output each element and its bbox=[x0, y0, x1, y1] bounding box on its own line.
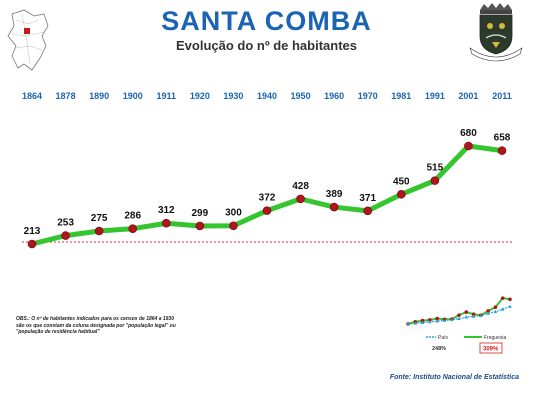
inset-pais-point bbox=[508, 304, 512, 308]
x-tick-label: 1940 bbox=[257, 91, 277, 101]
inset-point bbox=[500, 296, 505, 300]
inset-pais-point bbox=[428, 320, 432, 324]
data-label: 680 bbox=[460, 128, 477, 139]
page-title: SANTA COMBA bbox=[161, 6, 372, 36]
data-point bbox=[229, 221, 238, 231]
data-point bbox=[464, 141, 473, 151]
x-tick-label: 2001 bbox=[458, 91, 478, 101]
inset-pais-point bbox=[406, 322, 410, 326]
inset-pais-point bbox=[479, 313, 483, 318]
x-tick-label: 1930 bbox=[223, 91, 243, 101]
data-label: 253 bbox=[57, 218, 74, 229]
data-point bbox=[61, 231, 70, 240]
inset-point bbox=[508, 297, 512, 302]
data-point bbox=[262, 206, 272, 215]
x-tick-label: 1900 bbox=[123, 91, 143, 101]
freguesia-value-box bbox=[479, 342, 503, 354]
data-point bbox=[94, 226, 104, 236]
inset-point bbox=[420, 318, 425, 323]
data-label: 371 bbox=[359, 193, 376, 204]
data-point bbox=[329, 202, 339, 212]
data-label: 389 bbox=[326, 189, 343, 200]
data-label: 299 bbox=[192, 208, 209, 219]
x-tick-label: 1864 bbox=[22, 91, 42, 101]
inset-point bbox=[428, 318, 432, 322]
data-label: 275 bbox=[91, 213, 108, 224]
data-point bbox=[195, 221, 205, 231]
inset-point bbox=[464, 310, 469, 314]
x-tick-label: 1911 bbox=[157, 91, 177, 101]
data-point bbox=[161, 218, 171, 228]
data-point bbox=[497, 146, 507, 155]
inset-pais-point bbox=[464, 315, 469, 319]
inset-pais-point bbox=[486, 311, 490, 315]
inset-points bbox=[406, 296, 512, 326]
data-label: 515 bbox=[427, 163, 444, 174]
x-tick-label: 2011 bbox=[492, 91, 512, 101]
data-label: 372 bbox=[259, 193, 276, 204]
inset-pais-point bbox=[500, 307, 505, 311]
data-label: 312 bbox=[158, 205, 175, 216]
source-note: Fonte: Instituto Nacional de Estatística bbox=[389, 374, 519, 381]
x-tick-label: 1991 bbox=[425, 91, 445, 101]
data-point bbox=[363, 206, 373, 216]
data-label: 428 bbox=[292, 181, 309, 192]
data-labels: 213 253 275 286 312 299 300 372 428 389 371 450 515 6… bbox=[24, 128, 511, 237]
legend-pais-label: País bbox=[438, 335, 449, 341]
inset-pais-point bbox=[420, 320, 425, 324]
inset-pais-point bbox=[471, 314, 476, 318]
locator-map-icon bbox=[7, 9, 49, 71]
x-tick-label: 1878 bbox=[56, 91, 76, 101]
legend-freguesia-label: Freguesia bbox=[484, 335, 506, 341]
data-point bbox=[128, 224, 138, 233]
x-tick-label: 1960 bbox=[324, 91, 344, 101]
inset-pais-point bbox=[442, 318, 447, 322]
x-tick-label: 1950 bbox=[291, 91, 311, 101]
data-points bbox=[27, 141, 507, 249]
data-point bbox=[27, 239, 37, 249]
inset-pais-point bbox=[449, 317, 454, 322]
data-label: 286 bbox=[124, 211, 141, 222]
inset-pais-point bbox=[457, 316, 461, 320]
inset-point bbox=[471, 312, 476, 316]
inset-point bbox=[486, 309, 490, 313]
legend-pais-value: 248% bbox=[432, 346, 446, 352]
page-subtitle: Evolução do nº de habitantes bbox=[176, 38, 357, 53]
data-label: 450 bbox=[393, 176, 410, 187]
inset-point bbox=[457, 313, 461, 317]
data-label: 213 bbox=[24, 226, 41, 237]
x-tick-label: 1890 bbox=[89, 91, 109, 101]
data-point bbox=[396, 189, 406, 199]
observation-note: OBS.: O nº de habitantes indicados para … bbox=[16, 316, 176, 335]
inset-point bbox=[435, 316, 439, 321]
inset-pais-point bbox=[493, 309, 498, 313]
x-tick-label: 1970 bbox=[358, 91, 378, 101]
inset-pais-point bbox=[435, 319, 439, 323]
data-point bbox=[296, 194, 305, 204]
x-tick-label: 1920 bbox=[190, 91, 210, 101]
inset-chart: País Freguesia 248% 309% bbox=[406, 296, 512, 354]
inset-point bbox=[493, 305, 498, 310]
x-axis-labels: 1864 1878 1890 1900 1911 1920 1930 1940 1950 1960… bbox=[22, 91, 512, 101]
data-label: 300 bbox=[225, 208, 242, 219]
x-tick-label: 1981 bbox=[391, 91, 411, 101]
data-point bbox=[430, 176, 440, 185]
data-label: 658 bbox=[494, 133, 511, 144]
legend-freguesia-value: 309% bbox=[483, 347, 499, 353]
coat-of-arms-icon bbox=[469, 3, 523, 62]
inset-pais-point bbox=[413, 321, 418, 325]
